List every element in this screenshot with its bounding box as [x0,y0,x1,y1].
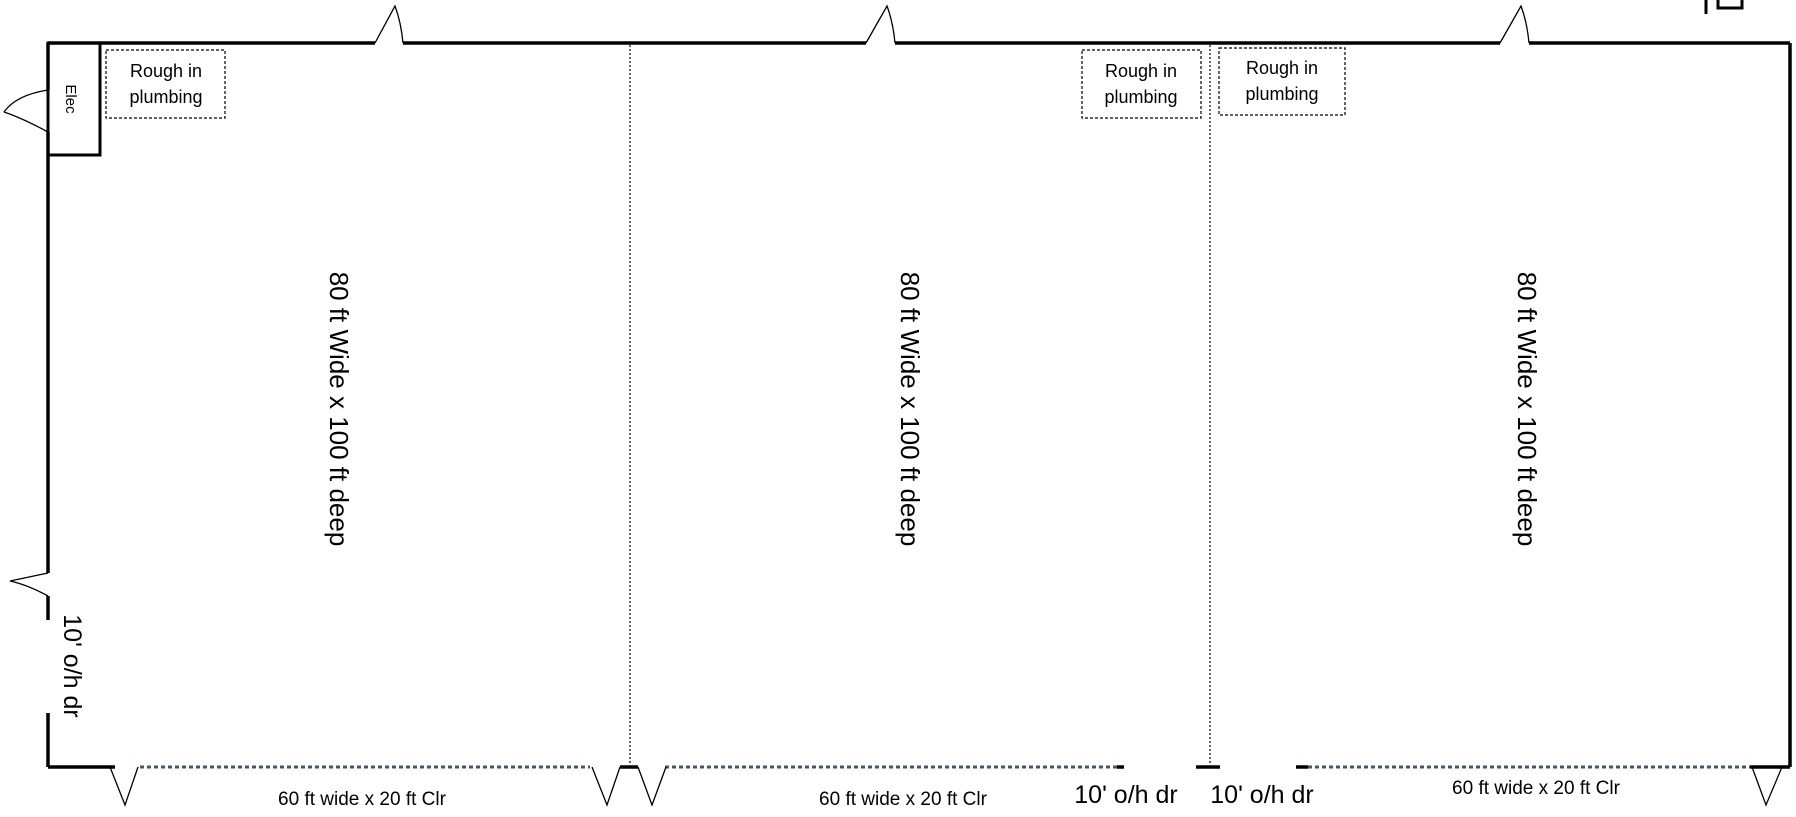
rough-in-label-1a: Rough in [130,61,202,81]
rough-in-label-3b: plumbing [1245,84,1318,104]
unit-label-2: 80 ft Wide x 100 ft deep [895,272,925,547]
electrical-room [46,41,102,157]
front-overhead-door-label-2: 10' o/h dr [1210,781,1313,809]
rough-in-box-3 [1218,47,1346,116]
door-swing-top-2 [865,4,896,44]
side-overhead-door-label: 10' o/h dr [58,614,86,717]
door-swing-elec [3,89,49,133]
storefront-label-2: 60 ft wide x 20 ft Clr [819,789,988,810]
storefront-label-1: 60 ft wide x 20 ft Clr [278,789,447,810]
edge-mark [1704,0,1744,14]
door-swings [3,4,1783,807]
front-overhead-door-label-1: 10' o/h dr [1074,781,1177,809]
door-swing-top-3 [1499,4,1530,44]
door-swing-bottom-1 [109,766,139,807]
door-swing-bottom-4 [1751,766,1783,807]
elec-label: Elec [62,84,79,114]
unit-label-1: 80 ft Wide x 100 ft deep [324,272,354,547]
unit-label-3: 80 ft Wide x 100 ft deep [1512,272,1542,547]
rough-in-box-2 [1081,49,1202,119]
door-swing-top-1 [374,4,404,44]
rough-in-box-1 [105,49,226,119]
door-swing-bottom-3 [637,766,667,807]
rough-in-label-2b: plumbing [1104,87,1177,107]
rough-in-label-2a: Rough in [1105,61,1177,81]
storefront-label-3: 60 ft wide x 20 ft Clr [1452,778,1621,799]
rough-in-label-3a: Rough in [1246,58,1318,78]
rough-in-label-1b: plumbing [129,87,202,107]
rough-in-boxes [105,47,1346,119]
door-swing-bottom-2 [591,766,621,807]
partition-lines [629,45,1211,765]
door-swing-left [9,572,49,597]
